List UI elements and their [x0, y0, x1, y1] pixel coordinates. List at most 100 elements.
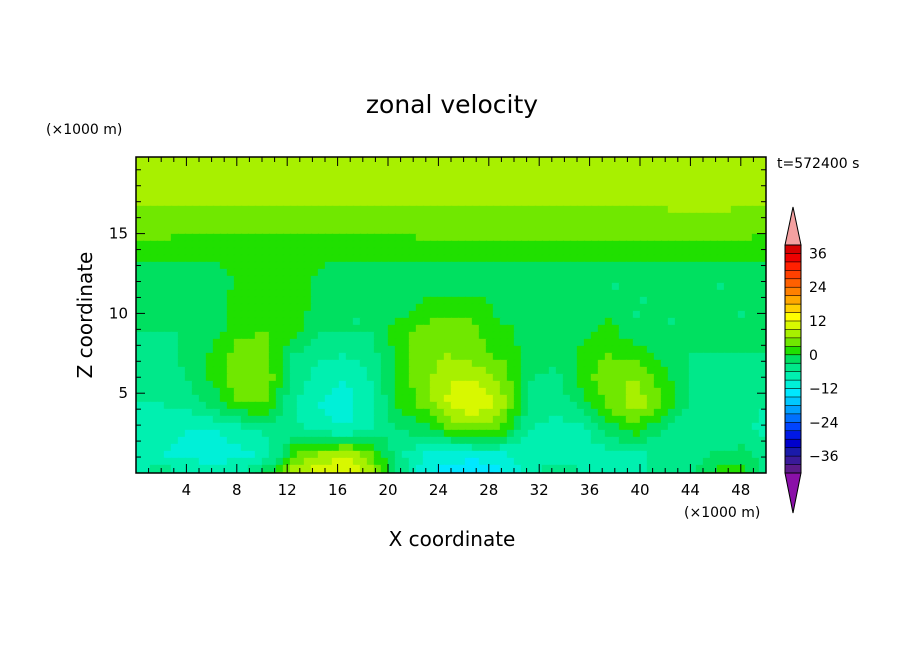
field-cell	[674, 394, 684, 404]
field-cell	[345, 373, 355, 383]
field-cell	[429, 184, 439, 194]
x-tick-label: 28	[479, 481, 498, 499]
field-cell	[576, 233, 586, 243]
field-cell	[394, 191, 404, 201]
field-cell	[387, 415, 397, 425]
field-cell	[275, 296, 285, 306]
field-cell	[268, 233, 278, 243]
field-cell	[506, 317, 516, 327]
field-cell	[170, 247, 180, 257]
field-cell	[723, 380, 733, 390]
field-cell	[695, 233, 705, 243]
field-cell	[310, 443, 320, 453]
field-cell	[492, 289, 502, 299]
field-cell	[205, 408, 215, 418]
field-cell	[450, 359, 460, 369]
field-cell	[681, 254, 691, 264]
field-cell	[499, 401, 509, 411]
field-cell	[681, 380, 691, 390]
field-cell	[730, 429, 740, 439]
field-cell	[758, 268, 767, 278]
field-cell	[513, 261, 523, 271]
field-cell	[590, 289, 600, 299]
field-cell	[177, 352, 187, 362]
field-cell	[450, 233, 460, 243]
field-cell	[730, 324, 740, 334]
field-cell	[751, 373, 761, 383]
field-cell	[212, 198, 222, 208]
field-cell	[380, 415, 390, 425]
field-cell	[198, 443, 208, 453]
field-cell	[513, 191, 523, 201]
field-cell	[541, 240, 551, 250]
field-cell	[513, 219, 523, 229]
field-cell	[527, 275, 537, 285]
field-cell	[142, 282, 152, 292]
field-cell	[359, 212, 369, 222]
field-cell	[492, 380, 502, 390]
field-cell	[212, 191, 222, 201]
field-cell	[422, 464, 432, 474]
field-cell	[268, 457, 278, 467]
field-cell	[191, 324, 201, 334]
field-cell	[268, 170, 278, 180]
field-cell	[191, 457, 201, 467]
field-cell	[261, 352, 271, 362]
field-cell	[338, 184, 348, 194]
field-cell	[436, 415, 446, 425]
field-cell	[590, 198, 600, 208]
field-cell	[625, 345, 635, 355]
chart-title: zonal velocity	[366, 90, 538, 119]
field-cell	[625, 177, 635, 187]
field-cell	[373, 408, 383, 418]
field-cell	[590, 373, 600, 383]
field-cell	[520, 296, 530, 306]
field-cell	[366, 282, 376, 292]
field-cell	[632, 282, 642, 292]
field-cell	[450, 380, 460, 390]
field-cell	[597, 198, 607, 208]
field-cell	[226, 324, 236, 334]
field-cell	[163, 261, 173, 271]
field-cell	[289, 226, 299, 236]
field-cell	[296, 226, 306, 236]
field-cell	[380, 366, 390, 376]
field-cell	[569, 226, 579, 236]
field-cell	[359, 289, 369, 299]
field-cell	[611, 177, 621, 187]
field-cell	[471, 261, 481, 271]
field-cell	[149, 268, 159, 278]
field-cell	[317, 240, 327, 250]
field-cell	[436, 345, 446, 355]
field-cell	[611, 422, 621, 432]
field-cell	[156, 443, 166, 453]
field-cell	[338, 380, 348, 390]
field-cell	[443, 212, 453, 222]
field-cell	[478, 387, 488, 397]
field-cell	[520, 163, 530, 173]
field-cell	[191, 317, 201, 327]
field-cell	[345, 443, 355, 453]
field-cell	[226, 366, 236, 376]
field-cell	[170, 331, 180, 341]
field-cell	[562, 205, 572, 215]
field-cell	[212, 394, 222, 404]
field-cell	[499, 457, 509, 467]
field-cell	[394, 233, 404, 243]
field-cell	[499, 296, 509, 306]
field-cell	[667, 275, 677, 285]
field-cell	[212, 310, 222, 320]
field-cell	[366, 450, 376, 460]
field-cell	[205, 373, 215, 383]
field-cell	[240, 282, 250, 292]
field-cell	[744, 422, 754, 432]
field-cell	[338, 464, 348, 474]
field-cell	[401, 282, 411, 292]
field-cell	[233, 177, 243, 187]
field-cell	[380, 289, 390, 299]
field-cell	[548, 408, 558, 418]
field-cell	[303, 205, 313, 215]
field-cell	[275, 422, 285, 432]
field-cell	[387, 268, 397, 278]
field-cell	[646, 429, 656, 439]
